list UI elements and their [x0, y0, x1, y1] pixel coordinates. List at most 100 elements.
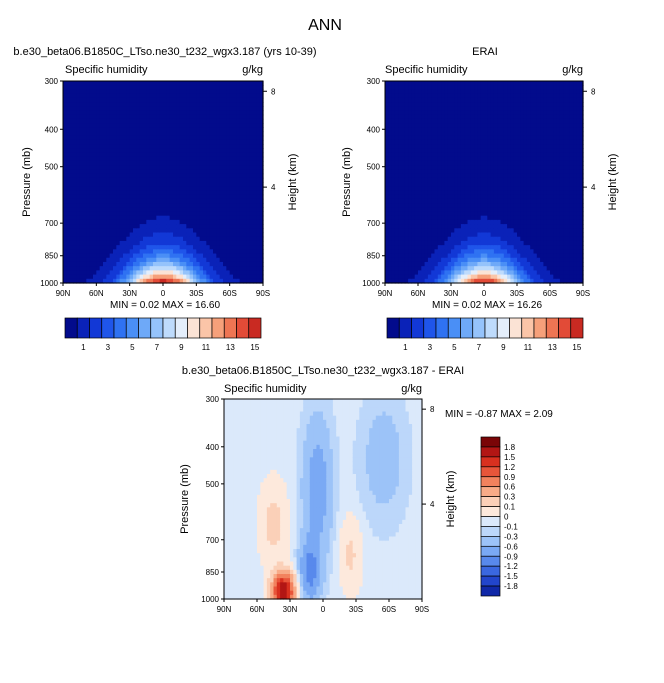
contour-cell — [246, 207, 251, 213]
contour-cell — [69, 240, 74, 246]
contour-cell — [209, 245, 214, 250]
contour-cell — [503, 274, 508, 280]
contour-cell — [129, 148, 134, 154]
contour-cell — [129, 139, 134, 145]
contour-cell — [133, 173, 137, 179]
contour-cell — [173, 148, 177, 154]
contour-cell — [243, 110, 247, 116]
contour-cell — [444, 182, 449, 187]
x-tick-label: 60N — [89, 289, 104, 298]
contour-cell — [408, 278, 412, 284]
contour-cell — [176, 224, 181, 229]
contour-cell — [520, 106, 525, 112]
contour-cell — [146, 135, 151, 141]
contour-cell — [76, 266, 81, 271]
contour-cell — [447, 106, 452, 112]
contour-cell — [460, 85, 465, 91]
contour-cell — [427, 190, 432, 196]
contour-cell — [239, 177, 244, 183]
contour-cell — [193, 135, 197, 141]
contour-cell — [109, 148, 114, 154]
contour-cell — [239, 266, 244, 271]
contour-cell — [249, 207, 254, 213]
contour-cell — [129, 144, 134, 149]
contour-cell — [431, 236, 436, 242]
contour-cell — [239, 198, 244, 204]
contour-cell — [186, 194, 191, 200]
contour-cell — [451, 89, 455, 95]
contour-cell — [427, 257, 432, 263]
contour-cell — [229, 81, 234, 86]
contour-cell — [219, 114, 224, 120]
contour-cell — [507, 160, 511, 166]
contour-cell — [444, 219, 449, 225]
contour-cell — [454, 169, 459, 175]
contour-cell — [517, 182, 521, 187]
contour-cell — [186, 148, 191, 154]
contour-cell — [189, 228, 194, 234]
contour-cell — [484, 228, 488, 234]
contour-cell — [490, 261, 495, 267]
contour-cell — [500, 114, 505, 120]
contour-cell — [226, 148, 231, 154]
contour-cell — [216, 177, 221, 183]
contour-cell — [196, 131, 201, 137]
contour-cell — [209, 224, 214, 229]
contour-cell — [119, 160, 124, 166]
contour-cell — [149, 144, 154, 149]
contour-cell — [63, 131, 67, 137]
contour-cell — [477, 198, 482, 204]
contour-cell — [513, 144, 518, 149]
contour-cell — [394, 219, 399, 225]
contour-cell — [441, 203, 445, 208]
contour-cell — [99, 156, 104, 162]
contour-cell — [169, 173, 174, 179]
contour-cell — [487, 106, 492, 112]
contour-cell — [99, 118, 104, 124]
contour-cell — [520, 127, 525, 133]
contour-cell — [454, 85, 459, 91]
contour-cell — [233, 165, 237, 170]
contour-cell — [126, 169, 131, 175]
contour-cell — [193, 224, 197, 229]
contour-cell — [517, 173, 521, 179]
contour-cell — [89, 97, 94, 103]
contour-cell — [517, 110, 521, 116]
contour-cell — [126, 127, 131, 133]
contour-cell — [96, 261, 101, 267]
contour-cell — [99, 135, 104, 141]
contour-cell — [477, 219, 482, 225]
contour-cell — [520, 156, 525, 162]
contour-cell — [149, 190, 154, 196]
contour-cell — [523, 236, 528, 242]
contour-cell — [434, 194, 439, 200]
contour-cell — [129, 245, 134, 250]
contour-cell — [517, 169, 521, 175]
contour-cell — [408, 236, 412, 242]
contour-cell — [233, 139, 237, 145]
contour-cell — [441, 169, 445, 175]
contour-cell — [169, 203, 174, 208]
contour-cell — [93, 245, 97, 250]
contour-cell — [427, 165, 432, 170]
contour-cell — [385, 270, 389, 276]
contour-cell — [209, 102, 214, 107]
contour-cell — [223, 194, 227, 200]
contour-cell — [183, 93, 187, 99]
contour-cell — [159, 123, 164, 128]
contour-cell — [89, 240, 94, 246]
contour-cell — [136, 114, 141, 120]
contour-cell — [229, 232, 234, 238]
contour-cell — [116, 203, 121, 208]
contour-cell — [239, 102, 244, 107]
contour-cell — [186, 270, 191, 276]
contour-cell — [199, 232, 204, 238]
contour-cell — [119, 131, 124, 137]
contour-cell — [66, 131, 71, 137]
contour-cell — [411, 198, 416, 204]
contour-cell — [76, 152, 81, 158]
contour-cell — [76, 224, 81, 229]
contour-cell — [424, 274, 429, 280]
contour-cell — [186, 186, 191, 192]
contour-cell — [470, 219, 475, 225]
